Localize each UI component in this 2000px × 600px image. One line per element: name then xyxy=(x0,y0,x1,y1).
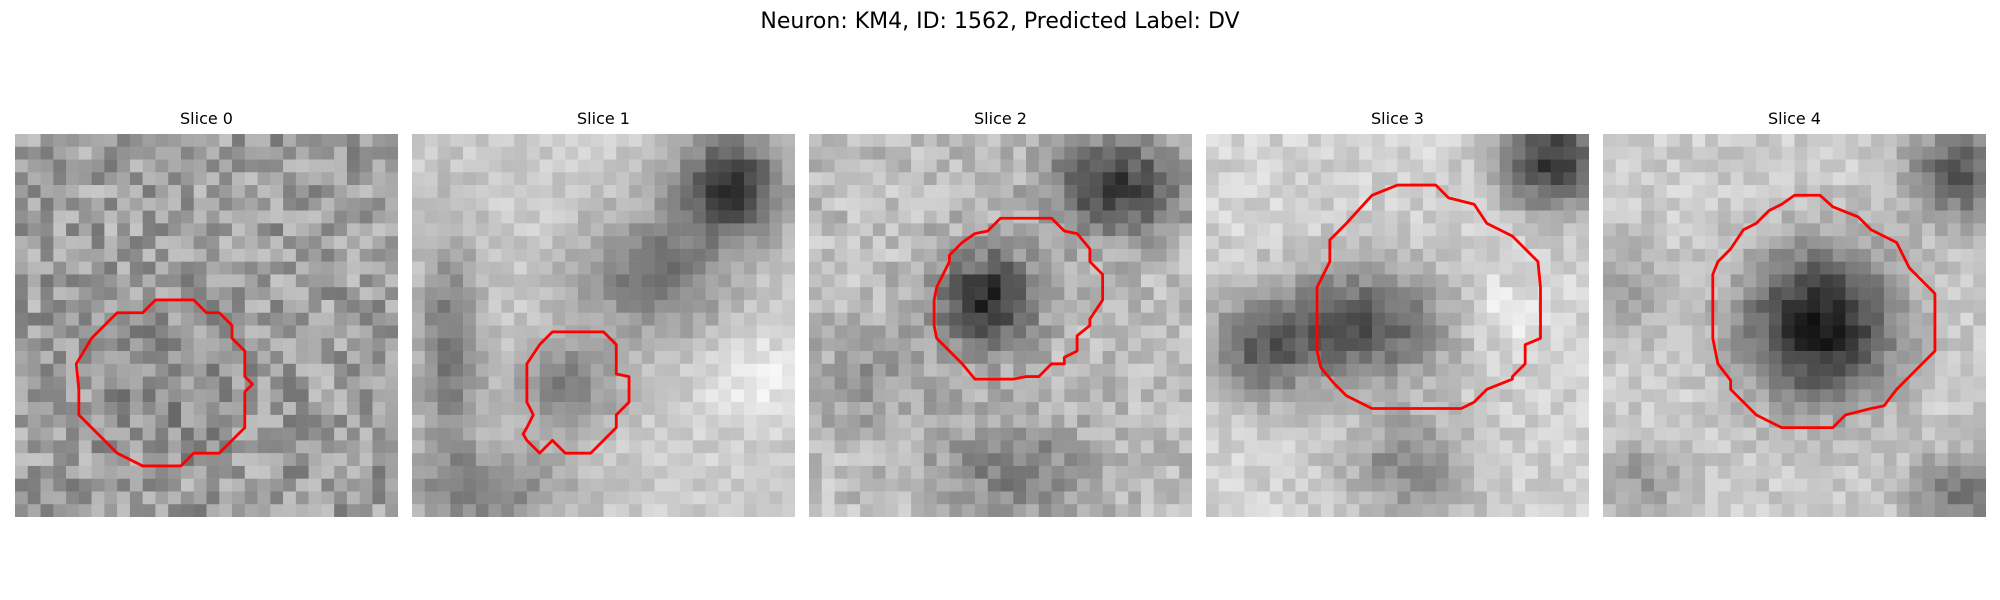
pixel-grid-0 xyxy=(15,134,398,517)
slice-image-3 xyxy=(1206,134,1589,517)
slice-title-3: Slice 3 xyxy=(1371,109,1424,128)
pixel-grid-2 xyxy=(809,134,1192,517)
slice-panel-4: Slice 4 xyxy=(1603,108,1986,518)
neuron-contour-1 xyxy=(521,330,631,455)
neuron-contour-2 xyxy=(932,216,1105,381)
figure-title: Neuron: KM4, ID: 1562, Predicted Label: … xyxy=(760,9,1240,34)
slice-panel-1: Slice 1 xyxy=(412,108,795,518)
neuron-contour-3 xyxy=(1315,183,1542,410)
slice-title-0: Slice 0 xyxy=(180,109,233,128)
pixel-grid-1 xyxy=(412,134,795,517)
slice-title-4: Slice 4 xyxy=(1768,109,1821,128)
slice-panel-2: Slice 2 xyxy=(809,108,1192,518)
slice-image-4 xyxy=(1603,134,1986,517)
slice-panel-0: Slice 0 xyxy=(15,108,398,518)
neuron-contour-0 xyxy=(74,298,254,468)
pixel-grid-3 xyxy=(1206,134,1589,517)
slice-image-0 xyxy=(15,134,398,517)
neuron-contour-4 xyxy=(1711,193,1937,430)
slice-title-1: Slice 1 xyxy=(577,109,630,128)
slice-title-2: Slice 2 xyxy=(974,109,1027,128)
pixel-grid-4 xyxy=(1603,134,1986,517)
slice-panel-3: Slice 3 xyxy=(1206,108,1589,518)
slice-image-1 xyxy=(412,134,795,517)
slice-image-2 xyxy=(809,134,1192,517)
